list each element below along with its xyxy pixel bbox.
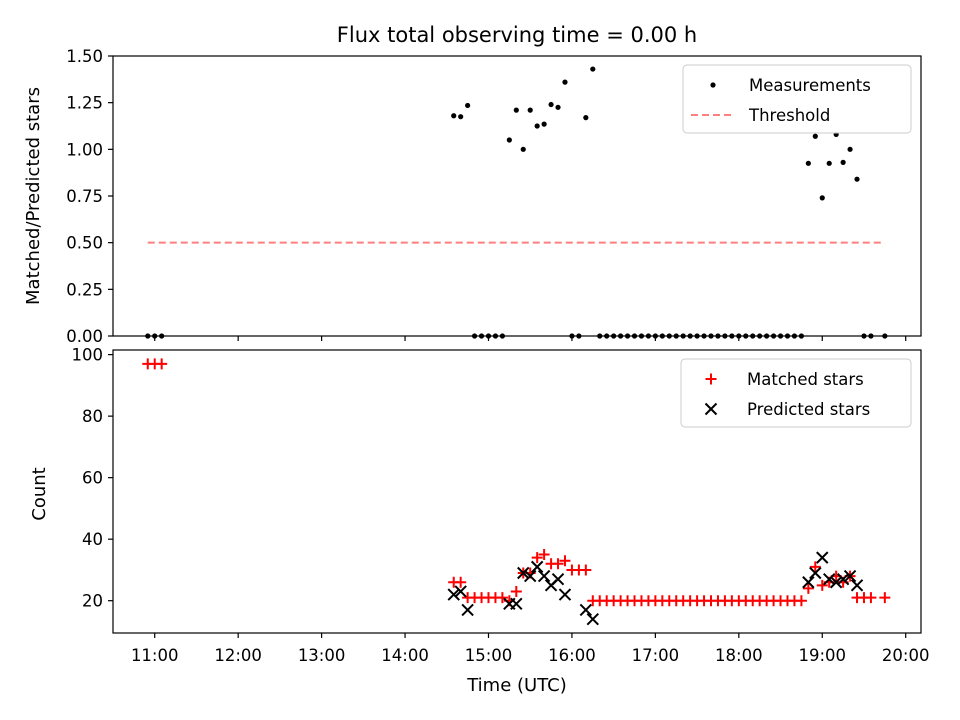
- matched-star-point: [538, 549, 550, 561]
- x-tick-label: 14:00: [381, 646, 429, 665]
- measurement-point: [555, 104, 561, 110]
- measurement-point: [527, 107, 533, 113]
- x-tick-label: 11:00: [131, 646, 179, 665]
- top-legend: Measurements Threshold: [682, 64, 912, 134]
- predicted-star-point: [823, 572, 836, 586]
- predicted-star-point: [537, 569, 551, 583]
- measurement-point: [513, 107, 519, 113]
- predicted-star-point: [579, 603, 593, 617]
- measurement-point: [847, 146, 853, 152]
- measurement-point: [451, 113, 457, 119]
- top-legend-marker: [710, 82, 716, 88]
- predicted-star-point: [816, 551, 829, 564]
- matched-star-point: [809, 561, 821, 573]
- bottom-legend-marker: [705, 373, 717, 385]
- predicted-star-point: [836, 572, 850, 586]
- matched-star-point: [802, 582, 814, 594]
- predicted-star-point: [850, 579, 864, 592]
- top-plot: 0.00 0.25 0.50 0.75 1.00 1.25 1.50 Measurements…: [66, 47, 922, 346]
- bottom-legend: Matched stars Predicted stars: [680, 358, 912, 428]
- top-y-tick-label: 0.00: [66, 327, 103, 346]
- top-y-tick-label: 1.00: [66, 140, 103, 159]
- bottom-y-tick-label: 40: [82, 530, 103, 549]
- bottom-legend-box: [680, 358, 912, 428]
- x-tick-label: 15:00: [465, 646, 513, 665]
- predicted-star-point: [524, 569, 537, 583]
- matched-star-point: [531, 552, 543, 564]
- predicted-star-point: [510, 597, 523, 610]
- top-axes-frame: [112, 55, 922, 337]
- x-tick-label: 13:00: [298, 646, 346, 665]
- predicted-star-point: [530, 560, 544, 574]
- measurement-point: [458, 114, 464, 120]
- x-tick-label: 18:00: [715, 646, 763, 665]
- measurement-point: [590, 66, 596, 72]
- top-legend-label: Threshold: [748, 106, 830, 125]
- predicted-star-point: [843, 569, 857, 583]
- bottom-y-tick-label: 80: [82, 407, 103, 426]
- measurement-point: [520, 146, 526, 152]
- top-y-tick-label: 1.50: [66, 47, 103, 66]
- predicted-star-point: [809, 566, 822, 580]
- matched-star-point: [879, 592, 891, 604]
- measurement-point: [506, 137, 512, 143]
- matched-star-point: [816, 579, 828, 591]
- top-y-tick-label: 0.75: [66, 187, 103, 206]
- matched-star-point: [455, 576, 467, 588]
- measurement-point: [840, 159, 846, 165]
- measurement-point: [583, 115, 589, 121]
- bottom-legend-marker: [704, 402, 718, 416]
- x-tick-label: 17:00: [632, 646, 680, 665]
- bottom-plot: 20 40 60 80 100 11:00 12:00 13:00 14:00 15:00 16:0…: [72, 346, 930, 665]
- bottom-legend-label: Predicted stars: [747, 400, 870, 419]
- x-tick-label: 16:00: [548, 646, 596, 665]
- predicted-star-point: [454, 585, 467, 598]
- measurement-point: [562, 79, 568, 85]
- matched-star-point: [559, 555, 571, 567]
- top-legend-box: [682, 64, 912, 134]
- measurement-point: [465, 102, 471, 109]
- measurement-point: [805, 160, 811, 166]
- measurement-point: [812, 133, 818, 139]
- measurement-point: [534, 123, 540, 129]
- predicted-star-point: [461, 603, 474, 617]
- predicted-star-point: [558, 588, 572, 601]
- measurement-point: [826, 160, 832, 166]
- matched-star-point: [496, 592, 508, 604]
- top-legend-label: Measurements: [749, 76, 871, 95]
- x-tick-label: 20:00: [882, 646, 930, 665]
- matched-star-point: [580, 564, 592, 576]
- top-y-axis-label: Matched/Predicted stars: [23, 87, 44, 305]
- measurement-point: [819, 195, 825, 201]
- bottom-y-axis-label: Count: [29, 467, 50, 520]
- predicted-star-point: [802, 576, 815, 589]
- bottom-y-tick-label: 100: [72, 346, 104, 365]
- top-y-tick-label: 1.25: [66, 94, 103, 113]
- x-axis-label: Time (UTC): [466, 675, 567, 696]
- predicted-star-point: [447, 588, 460, 601]
- predicted-star-point: [829, 576, 843, 589]
- x-tick-label: 12:00: [214, 646, 262, 665]
- bottom-axes-frame: [112, 349, 922, 634]
- measurement-point: [854, 176, 860, 182]
- chart-title: Flux total observing time = 0.00 h: [337, 23, 697, 47]
- matched-star-point: [510, 585, 522, 597]
- matched-star-point: [865, 592, 877, 604]
- measurement-point: [541, 121, 547, 127]
- matched-star-point: [156, 358, 168, 370]
- predicted-star-point: [586, 612, 600, 626]
- measurement-point: [548, 101, 554, 108]
- bottom-legend-label: Matched stars: [747, 370, 864, 389]
- bottom-y-tick-label: 60: [82, 469, 103, 488]
- matched-star-point: [795, 595, 807, 607]
- matched-star-point: [552, 558, 564, 570]
- x-tick-label: 19:00: [798, 646, 846, 665]
- top-y-tick-label: 0.50: [66, 234, 103, 253]
- predicted-star-point: [551, 572, 565, 586]
- top-y-tick-label: 0.25: [66, 280, 103, 299]
- bottom-y-tick-label: 20: [82, 592, 103, 611]
- predicted-star-point: [517, 566, 530, 580]
